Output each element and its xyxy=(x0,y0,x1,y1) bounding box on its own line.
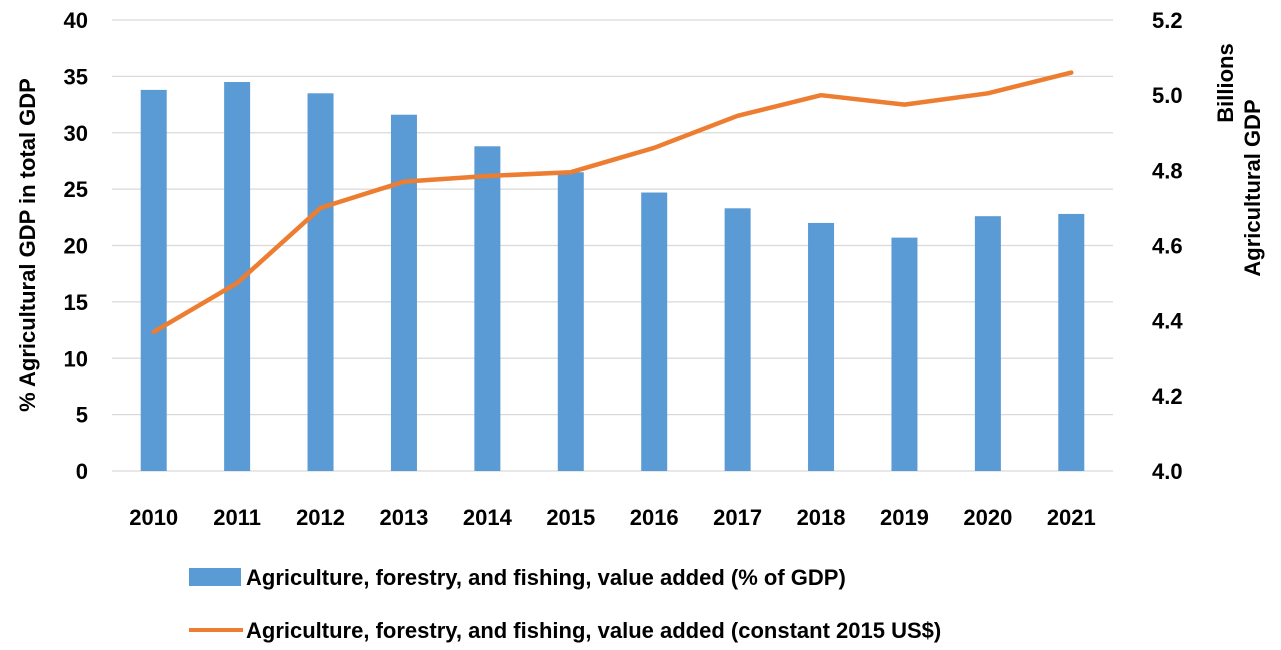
x-tick-label: 2011 xyxy=(213,505,261,530)
left-tick-label: 0 xyxy=(76,459,88,484)
left-tick-label: 5 xyxy=(76,403,88,428)
bar-2021 xyxy=(1058,213,1085,471)
right-axis-ticks: 4.0 4.2 4.4 4.6 4.8 5.0 5.2 xyxy=(1152,8,1183,484)
gridlines xyxy=(112,19,1113,472)
right-tick-label: 4.2 xyxy=(1152,384,1183,409)
left-tick-label: 10 xyxy=(64,346,88,371)
legend: Agriculture, forestry, and fishing, valu… xyxy=(189,565,941,643)
x-axis-ticks: 2010 2011 2012 2013 2014 2015 2016 2017 2018 2019… xyxy=(129,505,1096,530)
legend-line-label: Agriculture, forestry, and fishing, valu… xyxy=(246,618,941,643)
bar-2013 xyxy=(390,114,417,472)
x-tick-label: 2017 xyxy=(713,505,762,530)
legend-bar-swatch xyxy=(189,568,241,586)
x-tick-label: 2021 xyxy=(1047,505,1096,530)
line-series xyxy=(151,70,1074,335)
right-tick-label: 4.4 xyxy=(1152,309,1183,334)
legend-bar-label: Agriculture, forestry, and fishing, valu… xyxy=(246,565,846,590)
x-tick-label: 2016 xyxy=(630,505,679,530)
left-axis-ticks: 0 5 10 15 20 25 30 35 40 xyxy=(64,8,88,484)
right-axis-title: Agricultural GDP xyxy=(1240,99,1265,276)
x-tick-label: 2010 xyxy=(129,505,178,530)
x-tick-label: 2012 xyxy=(296,505,345,530)
bar-2017 xyxy=(724,208,751,472)
right-tick-label: 5.0 xyxy=(1152,83,1183,108)
right-tick-label: 4.6 xyxy=(1152,234,1183,259)
right-tick-label: 4.8 xyxy=(1152,158,1183,183)
bar-2020 xyxy=(974,216,1001,471)
bar-2018 xyxy=(808,222,835,471)
left-tick-label: 25 xyxy=(64,177,88,202)
x-tick-label: 2019 xyxy=(880,505,929,530)
line-path xyxy=(151,70,1074,335)
bar-2019 xyxy=(891,237,918,471)
right-tick-label: 5.2 xyxy=(1152,8,1183,33)
bar-series xyxy=(140,82,1085,472)
bar-2015 xyxy=(557,172,584,471)
x-tick-label: 2013 xyxy=(379,505,428,530)
x-tick-label: 2015 xyxy=(546,505,595,530)
x-tick-label: 2018 xyxy=(797,505,846,530)
bar-2016 xyxy=(641,192,668,471)
left-tick-label: 35 xyxy=(64,64,88,89)
left-tick-label: 40 xyxy=(64,8,88,33)
left-tick-label: 15 xyxy=(64,290,88,315)
left-tick-label: 30 xyxy=(64,121,88,146)
left-tick-label: 20 xyxy=(64,234,88,259)
bar-2012 xyxy=(307,93,334,471)
bar-2010 xyxy=(140,89,167,471)
left-axis-title: % Agricultural GDP in total GDP xyxy=(15,78,40,412)
bar-2014 xyxy=(474,146,501,471)
right-tick-label: 4.0 xyxy=(1152,459,1183,484)
right-axis-title-billions: Billions xyxy=(1213,43,1238,122)
x-tick-label: 2020 xyxy=(963,505,1012,530)
x-tick-label: 2014 xyxy=(463,505,513,530)
